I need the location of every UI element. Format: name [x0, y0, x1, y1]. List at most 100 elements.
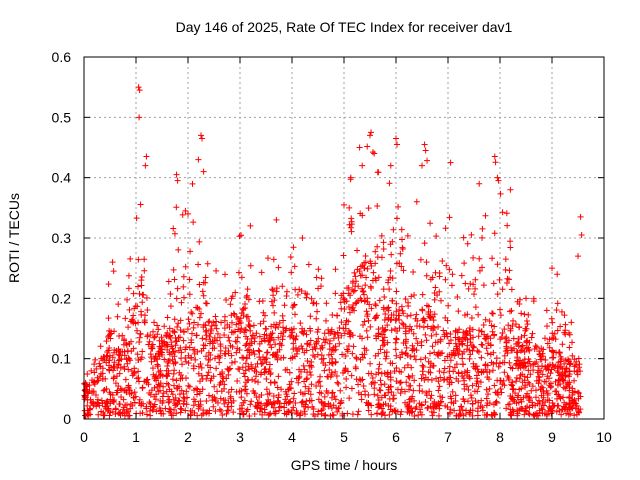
data-point [495, 363, 502, 370]
data-point [198, 364, 205, 371]
data-point [447, 159, 454, 166]
data-point [178, 387, 185, 394]
data-point [338, 319, 345, 326]
data-point [440, 369, 447, 376]
data-point [114, 313, 121, 320]
data-point [170, 396, 177, 403]
data-point [399, 307, 406, 314]
data-point [173, 295, 180, 302]
data-point [192, 356, 199, 363]
data-point [136, 290, 143, 297]
data-point [293, 411, 300, 418]
data-point [365, 400, 372, 407]
data-point [305, 385, 312, 392]
data-point [528, 334, 535, 341]
data-point [413, 198, 420, 205]
data-point [112, 405, 119, 412]
data-point [158, 343, 165, 350]
data-point [520, 394, 527, 401]
data-point [238, 310, 245, 317]
data-point [407, 312, 414, 319]
data-point [561, 312, 568, 319]
data-point [143, 153, 150, 160]
data-point [166, 405, 173, 412]
data-point [347, 224, 354, 231]
x-tick-label: 1 [132, 429, 140, 445]
data-point [225, 348, 232, 355]
data-point [355, 381, 362, 388]
data-point [375, 274, 382, 281]
data-point [267, 371, 274, 378]
data-point [275, 373, 282, 380]
data-point [386, 286, 393, 293]
data-point [380, 304, 387, 311]
data-point [364, 311, 371, 318]
data-point [562, 369, 569, 376]
data-point [245, 346, 252, 353]
data-point [411, 412, 418, 419]
data-point [379, 337, 386, 344]
data-point [125, 412, 132, 419]
data-point [167, 303, 174, 310]
data-point [394, 215, 401, 222]
data-point [307, 371, 314, 378]
data-point [541, 410, 548, 417]
data-point [376, 361, 383, 368]
data-point [566, 399, 573, 406]
data-point [521, 411, 528, 418]
data-point [205, 357, 212, 364]
data-point [453, 343, 460, 350]
data-point [281, 302, 288, 309]
data-point [95, 377, 102, 384]
data-point [514, 298, 521, 305]
data-point [435, 352, 442, 359]
data-point [225, 399, 232, 406]
data-point [295, 379, 302, 386]
data-point [338, 292, 345, 299]
data-point [103, 338, 110, 345]
data-point [439, 257, 446, 264]
data-point [554, 402, 561, 409]
data-point [257, 320, 264, 327]
data-point [358, 396, 365, 403]
data-point [451, 407, 458, 414]
data-point [525, 393, 532, 400]
data-point [288, 409, 295, 416]
data-point [434, 339, 441, 346]
data-point [105, 315, 112, 322]
data-point [400, 267, 407, 274]
data-point [397, 390, 404, 397]
data-point [386, 411, 393, 418]
data-point [359, 212, 366, 219]
data-point [343, 384, 350, 391]
data-point [176, 369, 183, 376]
data-point [473, 375, 480, 382]
data-point [449, 388, 456, 395]
data-point [411, 377, 418, 384]
data-point [97, 343, 104, 350]
data-point [345, 290, 352, 297]
data-point [431, 324, 438, 331]
data-point [397, 250, 404, 257]
data-point [238, 325, 245, 332]
data-point [474, 388, 481, 395]
data-point [253, 330, 260, 337]
data-point [491, 153, 498, 160]
data-point [287, 398, 294, 405]
data-point [488, 322, 495, 329]
data-point [110, 363, 117, 370]
data-point [471, 291, 478, 298]
data-point [404, 409, 411, 416]
data-point [465, 386, 472, 393]
data-point [266, 411, 273, 418]
data-point [436, 288, 443, 295]
x-tick-label: 2 [184, 429, 192, 445]
data-point [382, 392, 389, 399]
data-point [362, 282, 369, 289]
data-point [186, 383, 193, 390]
data-point [368, 402, 375, 409]
data-point [392, 317, 399, 324]
data-point [399, 351, 406, 358]
data-point [419, 388, 426, 395]
data-point [490, 349, 497, 356]
